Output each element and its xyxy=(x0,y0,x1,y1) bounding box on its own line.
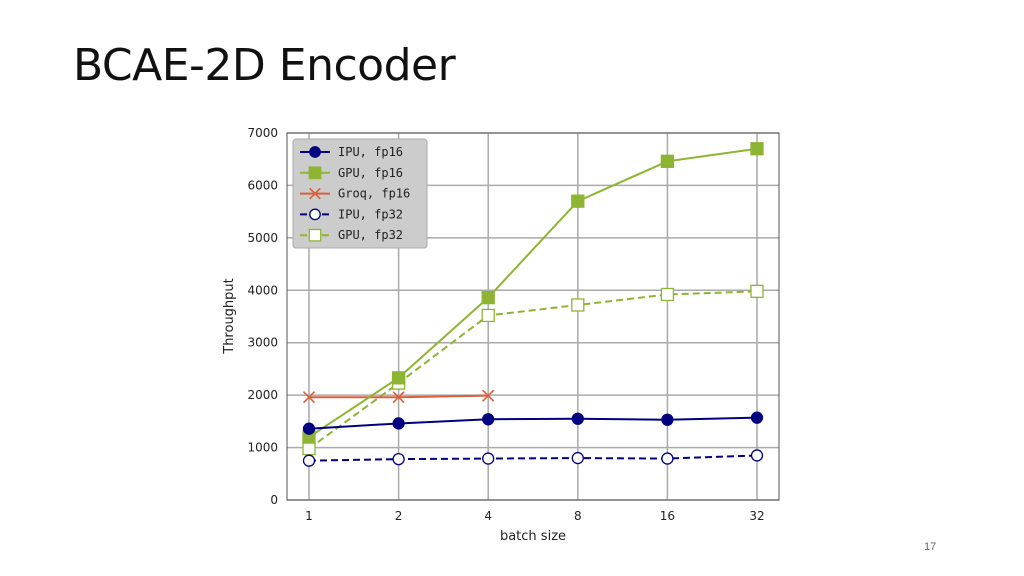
data-point-marker xyxy=(661,413,674,426)
data-point-marker xyxy=(571,451,584,465)
data-point-marker xyxy=(750,142,764,156)
y-tick-label: 6000 xyxy=(247,178,278,192)
series-groq-fp16 xyxy=(302,389,495,404)
legend-label: Groq, fp16 xyxy=(338,187,410,201)
x-marker-stroke xyxy=(392,391,405,404)
data-point-marker xyxy=(660,154,675,168)
x-marker-stroke xyxy=(482,389,495,402)
data-point-marker xyxy=(392,452,405,466)
data-point-marker xyxy=(750,284,764,298)
series-line xyxy=(308,416,758,430)
y-tick-label: 0 xyxy=(270,493,278,507)
y-tick-label: 5000 xyxy=(247,231,278,245)
data-point-marker xyxy=(302,422,316,435)
data-point-marker xyxy=(661,452,674,465)
legend-item: GPU, fp32 xyxy=(300,228,403,242)
x-tick-label: 2 xyxy=(395,509,403,523)
series-group xyxy=(302,142,764,467)
y-axis-label: Throughput xyxy=(222,278,237,355)
data-point-marker xyxy=(482,389,495,402)
data-point-marker xyxy=(571,298,585,312)
x-tick-label: 16 xyxy=(660,509,675,523)
x-tick-labels: 1 2 4 8 16 32 xyxy=(305,509,764,523)
data-point-marker xyxy=(660,287,675,302)
series-line xyxy=(308,454,758,462)
x-marker-stroke xyxy=(309,187,321,200)
data-point-marker xyxy=(392,391,405,404)
x-tick-label: 32 xyxy=(749,509,764,523)
x-tick-label: 8 xyxy=(574,509,582,523)
legend-label: IPU, fp32 xyxy=(338,207,403,221)
data-point-marker xyxy=(482,452,495,465)
page-number: 17 xyxy=(924,541,937,553)
legend-item: GPU, fp16 xyxy=(300,166,403,180)
data-point-marker xyxy=(308,228,322,242)
y-tick-label: 2000 xyxy=(247,388,278,402)
series-gpu-fp16 xyxy=(302,142,764,444)
series-ipu-fp16 xyxy=(302,411,764,435)
data-point-marker xyxy=(571,194,585,208)
data-point-marker xyxy=(481,308,495,323)
legend: IPU, fp16 GPU, fp16 Groq, fp16 IPU, fp32 GPU… xyxy=(292,138,428,249)
data-point-marker xyxy=(482,413,495,426)
legend-item: Groq, fp16 xyxy=(300,187,410,201)
series-line xyxy=(308,147,758,438)
legend-label: IPU, fp16 xyxy=(338,145,403,159)
data-point-marker xyxy=(750,449,764,462)
data-point-marker xyxy=(302,454,316,467)
data-point-marker xyxy=(309,146,321,158)
y-tick-label: 3000 xyxy=(247,336,278,350)
legend-item: IPU, fp32 xyxy=(300,207,403,221)
data-point-marker xyxy=(571,412,584,425)
plot-frame xyxy=(286,132,780,501)
data-point-marker xyxy=(481,290,495,305)
data-point-marker xyxy=(309,208,321,221)
legend-label: GPU, fp16 xyxy=(338,166,403,180)
series-line xyxy=(308,290,758,450)
y-tick-labels: 0 1000 2000 3000 4000 5000 6000 7000 xyxy=(247,126,278,507)
legend-label: GPU, fp32 xyxy=(338,228,403,242)
data-point-marker xyxy=(750,411,764,424)
legend-box xyxy=(292,138,428,249)
data-point-marker xyxy=(308,166,322,180)
series-ipu-fp32 xyxy=(302,449,764,467)
data-point-marker xyxy=(302,391,316,404)
slide-title: BCAE-2D Encoder xyxy=(73,40,456,91)
legend-item: IPU, fp16 xyxy=(300,145,403,159)
x-tick-label: 1 xyxy=(305,509,313,523)
data-point-marker xyxy=(391,371,406,385)
data-point-marker xyxy=(309,187,321,200)
data-point-marker xyxy=(302,441,316,456)
x-marker-stroke xyxy=(302,391,316,404)
y-tick-label: 7000 xyxy=(247,126,278,140)
x-tick-label: 4 xyxy=(484,509,492,523)
y-tick-label: 1000 xyxy=(247,441,278,455)
x-axis-label: batch size xyxy=(500,529,566,544)
data-point-marker xyxy=(392,417,405,430)
y-tick-label: 4000 xyxy=(247,283,278,297)
